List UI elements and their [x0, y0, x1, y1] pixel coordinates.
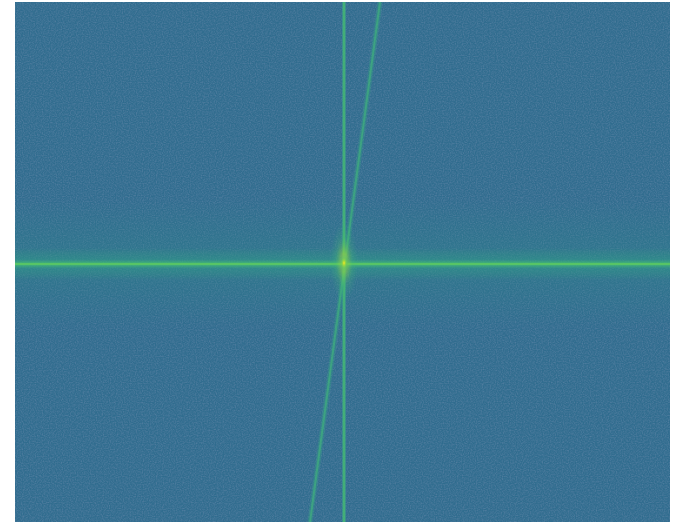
center-peak — [339, 254, 349, 272]
image-area — [15, 2, 670, 522]
